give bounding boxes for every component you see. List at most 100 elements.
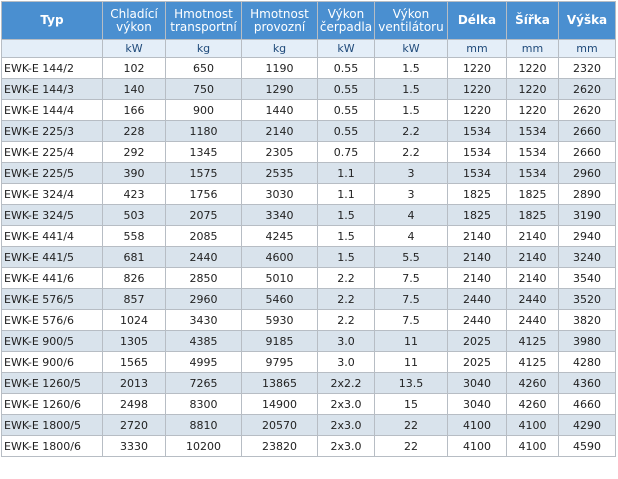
value-cell: 0.55 bbox=[317, 78, 375, 100]
value-cell: 3.0 bbox=[317, 330, 375, 352]
value-cell: 5930 bbox=[241, 309, 318, 331]
value-cell: 3030 bbox=[241, 183, 318, 205]
model-cell: EWK-E 144/3 bbox=[1, 78, 103, 100]
value-cell: 1.5 bbox=[317, 225, 375, 247]
value-cell: 2660 bbox=[558, 141, 616, 163]
value-cell: 5460 bbox=[241, 288, 318, 310]
value-cell: 1190 bbox=[241, 57, 318, 79]
value-cell: 3.0 bbox=[317, 351, 375, 373]
value-cell: 3040 bbox=[447, 393, 507, 415]
value-cell: 1.5 bbox=[374, 78, 448, 100]
value-cell: 2890 bbox=[558, 183, 616, 205]
value-cell: 4245 bbox=[241, 225, 318, 247]
value-cell: 2660 bbox=[558, 120, 616, 142]
value-cell: 1220 bbox=[447, 78, 507, 100]
value-cell: 650 bbox=[165, 57, 242, 79]
value-cell: 0.55 bbox=[317, 99, 375, 121]
value-cell: 4100 bbox=[506, 435, 559, 457]
value-cell: 2x3.0 bbox=[317, 435, 375, 457]
value-cell: 2.2 bbox=[317, 288, 375, 310]
value-cell: 3040 bbox=[447, 372, 507, 394]
value-cell: 2.2 bbox=[374, 120, 448, 142]
value-cell: 1220 bbox=[506, 99, 559, 121]
spec-table: Typ Chladící výkon Hmotnost transportní Hm… bbox=[1, 1, 616, 457]
value-cell: 102 bbox=[102, 57, 166, 79]
value-cell: 1.5 bbox=[374, 57, 448, 79]
value-cell: 1440 bbox=[241, 99, 318, 121]
value-cell: 2140 bbox=[241, 120, 318, 142]
value-cell: 140 bbox=[102, 78, 166, 100]
value-cell: 3330 bbox=[102, 435, 166, 457]
value-cell: 3430 bbox=[165, 309, 242, 331]
value-cell: 20570 bbox=[241, 414, 318, 436]
model-cell: EWK-E 441/5 bbox=[1, 246, 103, 268]
value-cell: 166 bbox=[102, 99, 166, 121]
value-cell: 2140 bbox=[447, 246, 507, 268]
value-cell: 4125 bbox=[506, 330, 559, 352]
value-cell: 9185 bbox=[241, 330, 318, 352]
value-cell: 1220 bbox=[447, 57, 507, 79]
value-cell: 4385 bbox=[165, 330, 242, 352]
value-cell: 4 bbox=[374, 225, 448, 247]
table-row: EWK-E 900/6 1565 4995 9795 3.0 11 2025 4125 4280 bbox=[1, 351, 616, 373]
value-cell: 2440 bbox=[447, 288, 507, 310]
model-cell: EWK-E 324/5 bbox=[1, 204, 103, 226]
header-hmotnost-transportni: Hmotnost transportní bbox=[165, 1, 242, 40]
header-row: Typ Chladící výkon Hmotnost transportní Hm… bbox=[1, 1, 616, 40]
table-row: EWK-E 144/3 140 750 1290 0.55 1.5 1220 1220 2620 bbox=[1, 78, 616, 100]
header-vykon-cerpadla: Výkon čerpadla bbox=[317, 1, 375, 40]
value-cell: 1565 bbox=[102, 351, 166, 373]
value-cell: 8300 bbox=[165, 393, 242, 415]
model-cell: EWK-E 225/5 bbox=[1, 162, 103, 184]
value-cell: 11 bbox=[374, 351, 448, 373]
value-cell: 22 bbox=[374, 435, 448, 457]
value-cell: 1220 bbox=[506, 57, 559, 79]
value-cell: 503 bbox=[102, 204, 166, 226]
table-row: EWK-E 144/4 166 900 1440 0.55 1.5 1220 1220 2620 bbox=[1, 99, 616, 121]
value-cell: 4260 bbox=[506, 393, 559, 415]
value-cell: 8810 bbox=[165, 414, 242, 436]
value-cell: 0.75 bbox=[317, 141, 375, 163]
value-cell: 10200 bbox=[165, 435, 242, 457]
model-cell: EWK-E 576/6 bbox=[1, 309, 103, 331]
value-cell: 1305 bbox=[102, 330, 166, 352]
table-row: EWK-E 225/4 292 1345 2305 0.75 2.2 1534 1534 266… bbox=[1, 141, 616, 163]
value-cell: 2140 bbox=[506, 246, 559, 268]
value-cell: 7.5 bbox=[374, 309, 448, 331]
table-row: EWK-E 1800/5 2720 8810 20570 2x3.0 22 4100 4100… bbox=[1, 414, 616, 436]
value-cell: 2850 bbox=[165, 267, 242, 289]
unit-cell: mm bbox=[506, 39, 559, 58]
table-row: EWK-E 1260/6 2498 8300 14900 2x3.0 15 3040 4260… bbox=[1, 393, 616, 415]
table-row: EWK-E 144/2 102 650 1190 0.55 1.5 1220 1220 2320 bbox=[1, 57, 616, 79]
value-cell: 2140 bbox=[447, 225, 507, 247]
unit-cell: kW bbox=[102, 39, 166, 58]
value-cell: 1534 bbox=[506, 141, 559, 163]
table-row: EWK-E 324/5 503 2075 3340 1.5 4 1825 1825 3190 bbox=[1, 204, 616, 226]
value-cell: 3 bbox=[374, 183, 448, 205]
value-cell: 7265 bbox=[165, 372, 242, 394]
value-cell: 1.5 bbox=[317, 246, 375, 268]
value-cell: 2x3.0 bbox=[317, 414, 375, 436]
header-vyska: Výška bbox=[558, 1, 616, 40]
value-cell: 0.55 bbox=[317, 57, 375, 79]
value-cell: 2535 bbox=[241, 162, 318, 184]
value-cell: 4100 bbox=[447, 435, 507, 457]
value-cell: 5010 bbox=[241, 267, 318, 289]
value-cell: 2305 bbox=[241, 141, 318, 163]
value-cell: 2140 bbox=[447, 267, 507, 289]
value-cell: 2720 bbox=[102, 414, 166, 436]
value-cell: 900 bbox=[165, 99, 242, 121]
header-sirka: Šířka bbox=[506, 1, 559, 40]
value-cell: 2620 bbox=[558, 99, 616, 121]
value-cell: 7.5 bbox=[374, 267, 448, 289]
value-cell: 390 bbox=[102, 162, 166, 184]
value-cell: 3 bbox=[374, 162, 448, 184]
value-cell: 4125 bbox=[506, 351, 559, 373]
value-cell: 2013 bbox=[102, 372, 166, 394]
value-cell: 1180 bbox=[165, 120, 242, 142]
table-row: EWK-E 1800/6 3330 10200 23820 2x3.0 22 4100 410… bbox=[1, 435, 616, 457]
model-cell: EWK-E 1260/5 bbox=[1, 372, 103, 394]
value-cell: 9795 bbox=[241, 351, 318, 373]
value-cell: 2620 bbox=[558, 78, 616, 100]
value-cell: 1534 bbox=[447, 141, 507, 163]
